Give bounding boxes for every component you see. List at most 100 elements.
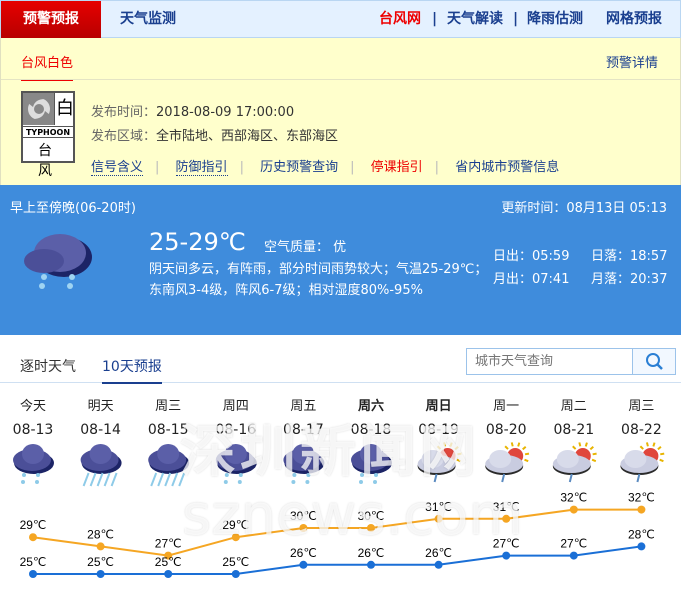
high-temp-point (502, 514, 511, 523)
nav-warning-forecast[interactable]: 预警预报 (1, 1, 101, 38)
level-label: 白 (56, 98, 74, 119)
low-temp-label: 26℃ (358, 546, 385, 560)
low-temp-point (569, 551, 578, 560)
tab-hourly[interactable]: 逐时天气 (20, 359, 76, 375)
issue-time-value: 2018-08-09 17:00:00 (156, 105, 295, 120)
date-label: 08-15 (147, 422, 189, 438)
issue-area-label: 发布区域： (91, 129, 157, 144)
high-temp-label: 28℃ (87, 527, 114, 541)
high-temp-point (367, 524, 375, 532)
shower-icon (283, 444, 325, 484)
weekday-label: 周四 (222, 399, 249, 414)
typhoon-swirl-icon (23, 93, 55, 125)
high-temp-label: 32℃ (560, 491, 587, 505)
partly-cloudy-shower-icon (552, 442, 597, 483)
signal-meaning-link[interactable]: 信号含义 (91, 160, 144, 176)
weather-description: 阴天间多云，有阵雨，部分时间雨势较大；气温25-29℃；东南风3-4级，阵风6-… (149, 262, 488, 298)
weekday-label: 周日 (425, 399, 452, 414)
high-temp-label: 32℃ (628, 491, 655, 505)
issue-time-label: 发布时间： (91, 105, 157, 120)
date-label: 08-13 (12, 422, 54, 438)
heavy-rain-icon (80, 444, 122, 487)
search-icon (646, 353, 663, 370)
high-temp-point (164, 551, 173, 560)
date-label: 08-14 (80, 422, 121, 438)
high-temp-label: 31℃ (493, 500, 520, 514)
shower-icon (215, 444, 257, 484)
date-label: 08-19 (418, 422, 459, 438)
low-temp-label: 26℃ (290, 546, 317, 560)
tab-typhoon-white[interactable]: 台风白色 (21, 52, 74, 81)
weekday-label: 今天 (19, 399, 46, 414)
low-temp-point (299, 560, 308, 569)
low-temp-point (164, 570, 173, 578)
issue-time: 发布时间：2018-08-09 17:00:00 (91, 101, 294, 120)
search-button[interactable] (632, 349, 675, 374)
warning-links: 信号含义 | 防御指引 | 历史预警查询 | 停课指引 | 省内城市预警信息 (91, 160, 560, 176)
high-temp-label: 29℃ (222, 518, 249, 532)
high-temp-point (29, 533, 37, 542)
low-temp-point (434, 560, 443, 569)
top-nav: 预警预报 天气监测 台风网 | 天气解读 | 降雨估测 网格预报 (0, 0, 681, 38)
date-label: 08-20 (485, 422, 527, 438)
nav-weather-monitor[interactable]: 天气监测 (120, 11, 176, 27)
weekday-label: 明天 (87, 399, 114, 414)
low-temp-label: 28℃ (628, 527, 655, 541)
weekday-label: 周一 (493, 399, 520, 414)
low-temp-point (637, 542, 646, 551)
ten-day-forecast: 今天 08-13 明天 08-14 周三 08-15 周四 08-16 周五 08-17 周六 08-… (0, 383, 681, 595)
air-quality: 空气质量： 优 (264, 240, 347, 255)
weekday-label: 周三 (155, 399, 182, 414)
warning-detail-link[interactable]: 预警详情 (605, 56, 658, 71)
high-temp-label: 27℃ (155, 537, 182, 551)
sunset: 日落：18:57 (591, 249, 668, 264)
low-temp-label: 25℃ (87, 555, 114, 569)
temperature-chart: 29℃ 28℃ 27℃ 29℃ 30℃ 30℃ 31℃ 31℃ 32℃ 32℃ 25℃ 25℃ 25℃ 2… (13, 442, 665, 578)
high-temp-label: 30℃ (290, 509, 317, 523)
low-temp-label: 27℃ (493, 537, 520, 551)
defense-guide-link[interactable]: 防御指引 (175, 160, 228, 176)
high-temp-point (231, 533, 240, 542)
high-temp-point (637, 505, 646, 514)
typhoon-white-icon: 白 TYPHOON 台 风 (21, 91, 75, 179)
current-weather-panel: 早上至傍晚(06-20时) 更新时间：08月13日 05:13 25-29℃ 空… (0, 185, 681, 335)
low-temp-label: 26℃ (425, 546, 452, 560)
period-label: 早上至傍晚(06-20时) (10, 201, 136, 216)
weekday-label: 周三 (628, 399, 655, 414)
tab-10day[interactable]: 10天预报 (102, 356, 162, 384)
low-temp-label: 25℃ (222, 555, 249, 569)
partly-cloudy-shower-icon (485, 442, 530, 483)
nav-rain-estimate[interactable]: 降雨估测 (527, 11, 583, 27)
low-temp-point (502, 551, 511, 560)
date-label: 08-21 (553, 422, 595, 438)
shower-icon (13, 444, 54, 484)
high-temp-point (96, 542, 105, 551)
update-time: 更新时间：08月13日 05:13 (501, 201, 667, 216)
low-temp-label: 27℃ (560, 537, 587, 551)
nav-weather-analysis[interactable]: 天气解读 (447, 11, 503, 27)
partly-cloudy-shower-icon (417, 442, 462, 483)
class-suspension-link[interactable]: 停课指引 (370, 160, 423, 175)
nav-typhoon[interactable]: 台风网 (379, 11, 421, 27)
high-temp-point (299, 524, 308, 532)
date-label: 08-16 (215, 422, 257, 438)
warning-panel: 台风白色 预警详情 (0, 38, 681, 185)
low-temp-label: 25℃ (155, 555, 182, 569)
high-temp-label: 31℃ (425, 500, 452, 514)
high-temp-point (434, 514, 443, 523)
heavy-rain-icon (148, 444, 190, 487)
province-warning-link[interactable]: 省内城市预警信息 (455, 160, 560, 175)
high-temp-line (32, 508, 642, 557)
issue-area: 发布区域：全市陆地、西部海区、东部海区 (91, 125, 338, 144)
high-temp-point (569, 505, 578, 514)
typhoon-cn-label: 台 风 (38, 143, 58, 179)
low-temp-point (231, 570, 240, 578)
high-temp-label: 29℃ (20, 518, 47, 532)
typhoon-en-label: TYPHOON (23, 126, 73, 138)
city-search-input[interactable] (467, 349, 633, 374)
rain-cloud-icon (24, 234, 92, 289)
nav-grid-forecast[interactable]: 网格预报 (606, 11, 662, 27)
sunrise: 日出：05:59 (493, 249, 570, 264)
history-warning-link[interactable]: 历史预警查询 (260, 160, 339, 175)
date-label: 08-18 (350, 422, 392, 438)
